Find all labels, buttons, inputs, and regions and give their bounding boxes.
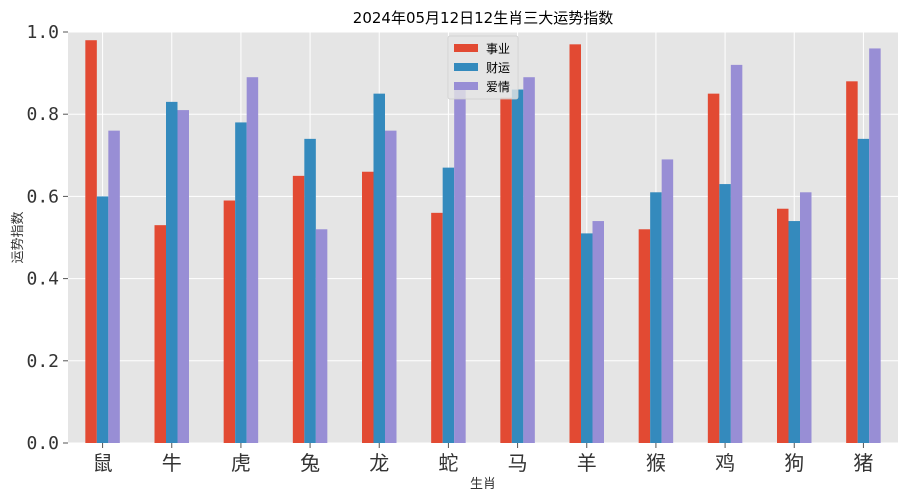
x-tick-label: 蛇: [438, 451, 458, 475]
x-tick-label: 鸡: [715, 451, 735, 475]
legend-label: 事业: [486, 42, 510, 56]
legend-swatch: [454, 44, 478, 52]
bar-爱情-狗: [800, 192, 812, 443]
legend-swatch: [454, 63, 478, 71]
bar-事业-兔: [292, 175, 305, 443]
bar-爱情-猴: [661, 159, 674, 443]
bar-财运-猪: [857, 138, 870, 444]
bar-爱情-鸡: [730, 64, 743, 443]
plot-area: [68, 32, 898, 443]
bar-事业-鸡: [707, 93, 720, 444]
bar-爱情-鼠: [108, 130, 120, 443]
bar-事业-龙: [362, 171, 374, 444]
x-tick-label: 牛: [162, 451, 182, 475]
bar-事业-马: [500, 97, 512, 443]
bar-财运-羊: [581, 233, 593, 443]
bar-爱情-牛: [177, 110, 189, 443]
bar-财运-猴: [650, 192, 662, 443]
bar-事业-猪: [846, 81, 858, 443]
x-axis-label: 生肖: [470, 477, 496, 492]
x-tick-label: 兔: [300, 451, 320, 475]
bar-事业-牛: [154, 225, 166, 443]
x-tick-label: 狗: [784, 451, 804, 475]
legend-label: 爱情: [486, 80, 510, 94]
legend-swatch: [454, 82, 478, 90]
bar-财运-狗: [788, 221, 800, 443]
bar-财运-牛: [166, 101, 178, 444]
bar-财运-蛇: [442, 167, 455, 443]
bar-财运-虎: [235, 122, 247, 444]
legend-label: 财运: [486, 61, 510, 75]
chart-title: 2024年05月12日12生肖三大运势指数: [353, 9, 613, 27]
x-tick-label: 鼠: [93, 451, 113, 475]
x-tick-label: 马: [508, 451, 528, 475]
bar-事业-羊: [569, 44, 581, 444]
bar-爱情-蛇: [454, 85, 466, 444]
bar-事业-猴: [638, 229, 651, 443]
bar-财运-龙: [373, 93, 385, 444]
bar-事业-虎: [223, 200, 236, 443]
bar-财运-鸡: [719, 184, 731, 443]
bar-爱情-兔: [315, 229, 328, 443]
x-axis-ticks: 鼠牛虎兔龙蛇马羊猴鸡狗猪: [93, 443, 873, 475]
y-tick-label: 0.8: [26, 104, 59, 125]
bar-财运-鼠: [96, 196, 109, 443]
bar-事业-鼠: [85, 40, 97, 443]
bar-财运-兔: [304, 138, 316, 444]
y-tick-label: 0.2: [26, 351, 59, 372]
bar-爱情-马: [523, 77, 535, 444]
y-tick-label: 0.0: [26, 433, 59, 454]
bar-series: [85, 40, 881, 444]
y-axis-label: 运势指数: [10, 211, 26, 263]
bar-事业-蛇: [431, 212, 443, 443]
y-tick-label: 0.6: [26, 186, 59, 207]
bar-事业-狗: [777, 208, 789, 443]
bar-爱情-羊: [592, 221, 604, 443]
x-tick-label: 猪: [853, 451, 873, 475]
x-tick-label: 龙: [369, 451, 389, 475]
x-tick-label: 猴: [646, 451, 666, 475]
y-tick-label: 0.4: [26, 269, 59, 290]
bar-爱情-龙: [385, 130, 397, 443]
y-axis-ticks: 0.0 0.2 0.4 0.6 0.8 1.0: [26, 22, 68, 454]
x-tick-label: 虎: [231, 451, 251, 475]
bar-爱情-虎: [246, 77, 259, 444]
x-tick-label: 羊: [577, 451, 597, 475]
y-tick-label: 1.0: [26, 22, 59, 43]
bar-爱情-猪: [869, 48, 881, 443]
bar-财运-马: [511, 89, 524, 443]
